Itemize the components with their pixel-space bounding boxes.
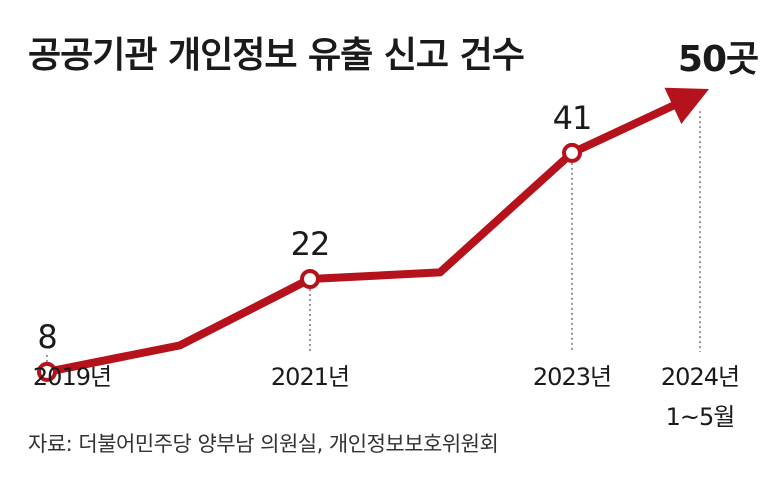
data-value-label: 8 <box>37 318 56 356</box>
x-tick-label: 1~5월 <box>666 403 735 431</box>
series-line <box>46 87 710 376</box>
chart-title: 공공기관 개인정보 유출 신고 건수 <box>28 35 525 76</box>
data-point-marker <box>562 142 582 163</box>
data-value-label: 22 <box>291 225 330 263</box>
data-value-label: 41 <box>553 99 592 137</box>
x-tick-label: 2021년 <box>271 363 349 391</box>
x-tick-label: 2023년 <box>533 363 611 391</box>
x-tick-label: 2024년 <box>661 363 739 391</box>
data-point-marker <box>300 269 320 289</box>
source-note: 자료: 더불어민주당 양부남 의원실, 개인정보보호위원회 <box>28 432 499 456</box>
data-value-label: 50곳 <box>678 39 758 80</box>
data-point-marker <box>37 361 57 382</box>
x-tick-label: 2019년 <box>33 363 111 391</box>
